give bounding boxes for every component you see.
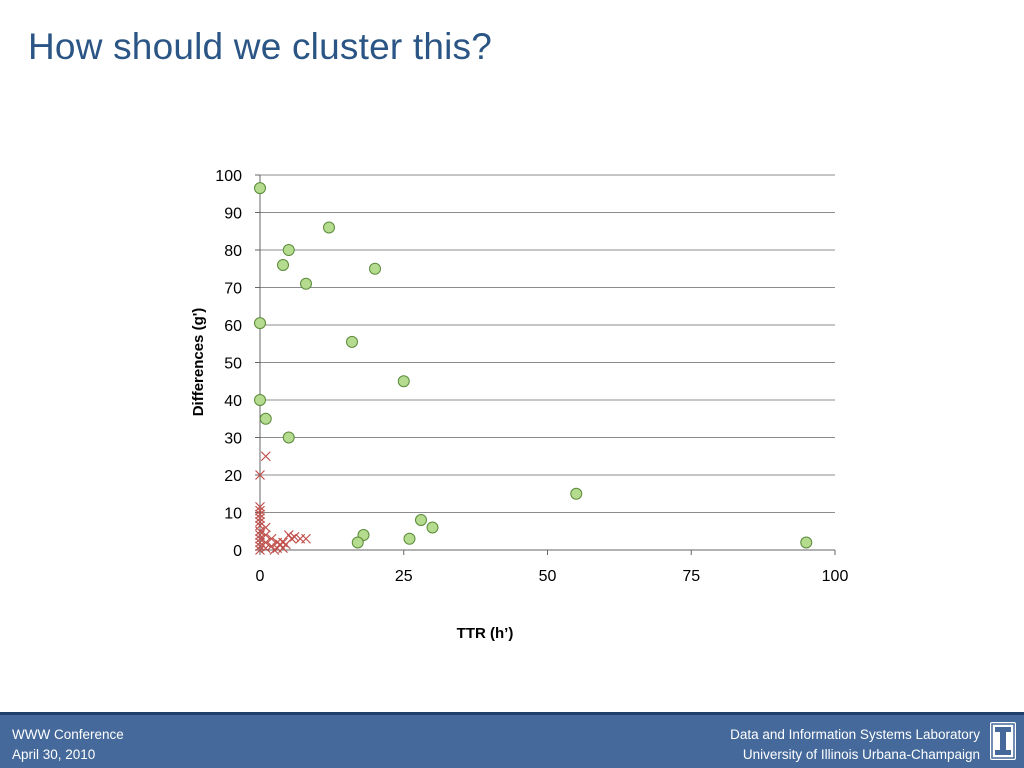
y-tick-label: 60 <box>224 318 242 335</box>
x-tick-label: 0 <box>256 568 265 585</box>
y-tick-label: 20 <box>224 468 242 485</box>
data-point-cross <box>260 522 271 533</box>
data-point-cross <box>260 543 271 554</box>
data-point-circle <box>323 221 335 234</box>
data-point-circle <box>277 259 289 271</box>
y-tick-label: 0 <box>233 543 242 560</box>
x-tick-label: 75 <box>682 568 700 585</box>
slide-title: How should we cluster this? <box>28 26 492 67</box>
x-tick-label: 25 <box>395 568 413 585</box>
data-point-cross <box>266 533 277 544</box>
data-point-circle <box>282 431 295 444</box>
data-point-cross <box>255 533 265 544</box>
data-point-cross <box>255 470 265 480</box>
data-point-cross <box>260 530 271 540</box>
data-point-circle <box>259 412 272 425</box>
footer-right: Data and Information Systems Laboratory … <box>730 725 980 765</box>
footer-bar: WWW Conference April 30, 2010 Data and I… <box>0 715 1024 768</box>
data-point-cross <box>255 541 265 552</box>
data-point-cross <box>255 509 265 520</box>
data-point-circle <box>403 532 416 545</box>
y-axis-label: Differences (g') <box>190 308 207 417</box>
data-point-circle <box>570 487 583 500</box>
conference-date: April 30, 2010 <box>12 747 96 762</box>
y-tick-label: 50 <box>224 356 242 373</box>
y-tick-label: 80 <box>224 243 242 260</box>
footer-divider <box>0 712 1024 715</box>
data-point-cross <box>255 545 265 555</box>
data-point-circle <box>300 277 312 290</box>
data-point-cross <box>255 501 265 512</box>
data-point-circle <box>254 182 266 195</box>
footer-left: WWW Conference April 30, 2010 <box>12 725 124 765</box>
conference-name: WWW Conference <box>12 727 124 742</box>
data-point-cross <box>260 451 271 462</box>
data-point-circle <box>254 394 266 406</box>
x-tick-label: 100 <box>822 568 849 585</box>
gridlines <box>260 174 835 513</box>
data-point-circle <box>351 536 364 549</box>
y-tick-label: 70 <box>224 281 242 298</box>
data-point-cross <box>255 513 265 524</box>
scatter-chart: 0 10 20 30 40 50 60 70 80 90 100 0 25 50 75 100 TTR (h… <box>190 168 849 642</box>
data-point-cross <box>289 531 300 542</box>
data-point-circle <box>282 244 295 256</box>
y-tick-label: 30 <box>224 431 242 448</box>
x-tick-label: 50 <box>539 568 557 585</box>
series-crosses <box>255 451 311 555</box>
data-point-circle <box>426 521 439 534</box>
data-point-circle <box>415 514 427 526</box>
y-tick-label: 40 <box>224 393 242 410</box>
lab-name: Data and Information Systems Laboratory <box>730 727 980 742</box>
data-point-cross <box>255 505 265 516</box>
data-point-circle <box>254 317 266 330</box>
data-point-circle <box>397 375 410 388</box>
data-point-cross <box>286 533 297 544</box>
data-point-circle <box>346 335 358 348</box>
data-point-cross <box>301 533 311 544</box>
y-tick-labels: 0 10 20 30 40 50 60 70 80 90 100 <box>215 168 242 560</box>
y-tick-label: 10 <box>224 506 242 523</box>
x-axis-label: TTR (h’) <box>457 625 514 642</box>
data-point-circle <box>800 536 813 549</box>
data-point-circle <box>369 262 381 275</box>
series-circles <box>254 182 813 549</box>
y-tick-label: 90 <box>224 206 242 223</box>
axes <box>255 174 836 555</box>
y-tick-label: 100 <box>215 168 242 185</box>
illinois-i-logo-icon <box>990 722 1016 760</box>
university-name: University of Illinois Urbana-Champaign <box>742 747 980 762</box>
data-point-cross <box>255 526 265 537</box>
x-tick-labels: 0 25 50 75 100 <box>256 568 849 585</box>
